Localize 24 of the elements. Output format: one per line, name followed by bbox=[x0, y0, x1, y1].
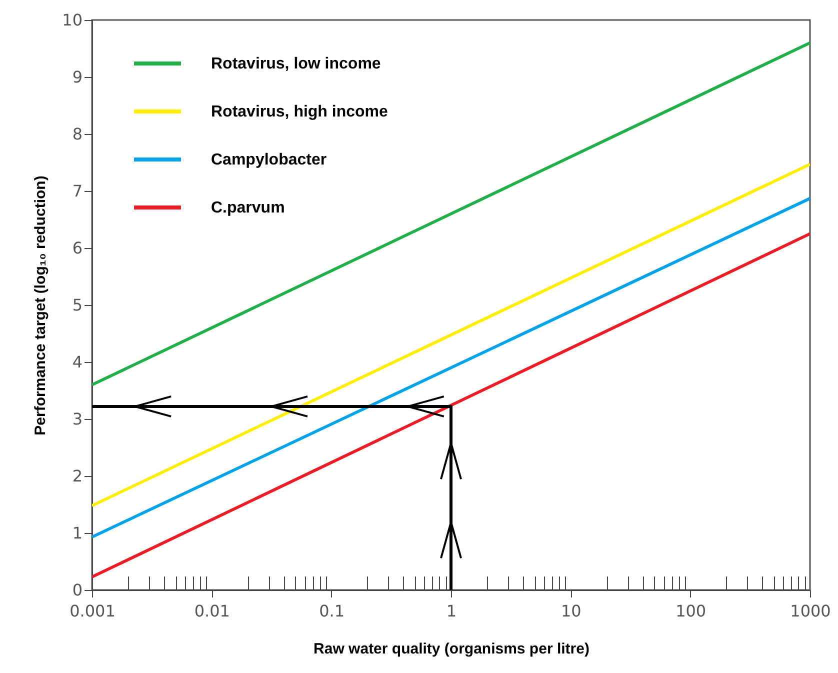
y-axis-title: Performance target (log₁₀ reduction) bbox=[32, 176, 50, 436]
legend-label: Rotavirus, high income bbox=[211, 104, 388, 120]
y-tick-label: 7 bbox=[72, 182, 82, 200]
y-tick-label: 9 bbox=[72, 68, 82, 86]
y-tick-label: 4 bbox=[72, 352, 82, 372]
x-tick-label: 10 bbox=[560, 602, 582, 620]
x-tick-label: 1 bbox=[446, 602, 457, 620]
x-tick-label: 0.01 bbox=[194, 602, 230, 620]
x-axis-title: Raw water quality (organisms per litre) bbox=[314, 640, 590, 658]
legend-label: Rotavirus, low income bbox=[211, 56, 381, 72]
y-tick-label: 6 bbox=[72, 238, 82, 258]
x-tick-label: 0.001 bbox=[70, 602, 116, 620]
y-tick-label: 0 bbox=[72, 580, 82, 600]
y-tick-label: 10 bbox=[62, 10, 82, 30]
x-tick-label: 1000 bbox=[790, 602, 831, 620]
y-tick-label: 1 bbox=[72, 524, 82, 542]
y-tick-label: 8 bbox=[72, 124, 82, 144]
legend-label: Campylobacter bbox=[211, 152, 327, 168]
x-tick-label: 0.1 bbox=[319, 602, 345, 620]
y-tick-label: 3 bbox=[72, 410, 82, 428]
x-tick-label: 100 bbox=[676, 602, 706, 620]
y-tick-label: 5 bbox=[72, 296, 82, 314]
legend-label: C.parvum bbox=[211, 200, 285, 216]
y-tick-label: 2 bbox=[72, 466, 82, 486]
